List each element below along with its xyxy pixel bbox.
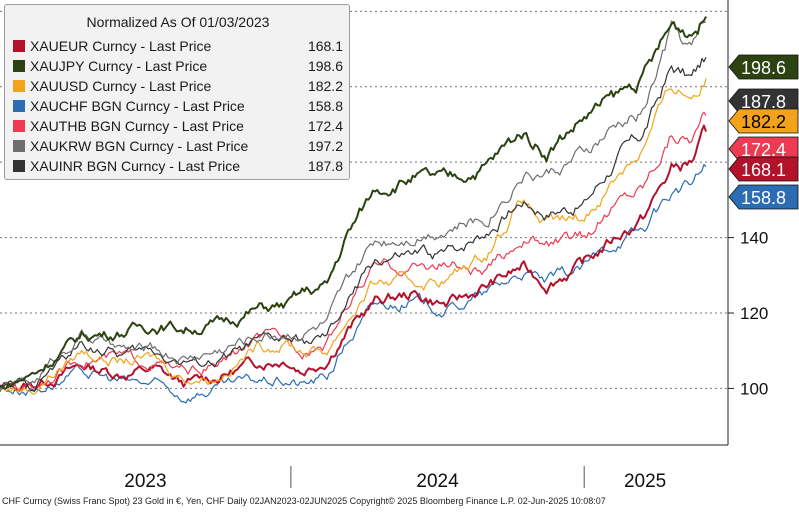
value-tag-182.2: 182.2 bbox=[741, 112, 786, 132]
legend-value-xauinr: 187.8 bbox=[307, 158, 343, 174]
value-tag-bg-168.1 bbox=[728, 156, 799, 182]
legend-value-xaukrw: 197.2 bbox=[307, 138, 343, 154]
value-tag-187.8: 187.8 bbox=[741, 92, 786, 112]
series-line-1 bbox=[0, 16, 707, 390]
series-line-4 bbox=[0, 111, 707, 392]
legend-value-xauthb: 172.4 bbox=[307, 118, 343, 134]
legend-swatch-xaujpy bbox=[13, 60, 25, 72]
legend-label-xaueur: XAUEUR Curncy - Last Price bbox=[30, 38, 212, 54]
legend-item-xauusd: XAUUSD Curncy - Last Price 182.2 bbox=[13, 77, 343, 96]
legend-label-xauthb: XAUTHB BGN Curncy - Last Price bbox=[30, 118, 244, 134]
footer-note: CHF Curncy (Swiss Franc Spot) 23 Gold in… bbox=[2, 496, 606, 506]
legend-swatch-xaueur bbox=[13, 40, 25, 52]
value-tag-168.1: 168.1 bbox=[741, 160, 786, 180]
series-line-5 bbox=[0, 20, 707, 393]
legend-label-xaujpy: XAUJPY Curncy - Last Price bbox=[30, 58, 208, 74]
y-tick-label-120: 120 bbox=[740, 304, 768, 323]
legend-label-xauchf: XAUCHF BGN Curncy - Last Price bbox=[30, 98, 245, 114]
legend-item-xauchf: XAUCHF BGN Curncy - Last Price 158.8 bbox=[13, 97, 343, 116]
legend-item-xauinr: XAUINR BGN Curncy - Last Price 187.8 bbox=[13, 157, 343, 176]
value-tag-bg-198.6 bbox=[728, 54, 799, 80]
legend-label-xaukrw: XAUKRW BGN Curncy - Last Price bbox=[30, 138, 249, 154]
series-line-3 bbox=[0, 164, 707, 404]
x-label-2024: 2024 bbox=[416, 471, 459, 492]
value-tag-bg-158.8 bbox=[728, 184, 799, 210]
y-tick-label-100: 100 bbox=[740, 379, 768, 398]
y-tick-labels: 100 120 140 bbox=[728, 229, 768, 398]
legend-title: Normalized As Of 01/03/2023 bbox=[86, 14, 270, 30]
legend-label-xauusd: XAUUSD Curncy - Last Price bbox=[30, 78, 212, 94]
series-lines bbox=[0, 16, 707, 404]
legend-value-xaujpy: 198.6 bbox=[307, 58, 343, 74]
legend-item-xaueur: XAUEUR Curncy - Last Price 168.1 bbox=[13, 37, 343, 56]
legend-swatch-xauinr bbox=[13, 160, 25, 172]
legend-value-xauchf: 158.8 bbox=[307, 98, 343, 114]
legend-swatch-xauthb bbox=[13, 120, 25, 132]
legend-swatch-xauchf bbox=[13, 100, 25, 112]
legend-swatch-xaukrw bbox=[13, 140, 25, 152]
y-tick-label-140: 140 bbox=[740, 229, 768, 248]
series-line-2 bbox=[0, 78, 707, 395]
legend-value-xaueur: 168.1 bbox=[307, 38, 343, 54]
x-label-2023: 2023 bbox=[124, 471, 166, 492]
legend-swatch-xauusd bbox=[13, 80, 25, 92]
value-tag-198.6: 198.6 bbox=[741, 58, 786, 78]
value-tags: 198.6 187.8 172.4 182.2 168.1 158.8 bbox=[728, 54, 799, 210]
value-tag-bg-182.2 bbox=[728, 108, 799, 134]
x-tick-labels: 2023 2024 2025 bbox=[124, 466, 666, 492]
series-line-0 bbox=[0, 124, 707, 392]
legend-label-xauinr: XAUINR BGN Curncy - Last Price bbox=[30, 158, 241, 174]
value-tag-158.8: 158.8 bbox=[741, 188, 786, 208]
legend-item-xaujpy: XAUJPY Curncy - Last Price 198.6 bbox=[13, 57, 343, 76]
value-tag-172.4: 172.4 bbox=[741, 140, 786, 160]
legend-value-xauusd: 182.2 bbox=[307, 78, 343, 94]
legend-item-xaukrw: XAUKRW BGN Curncy - Last Price 197.2 bbox=[13, 137, 343, 156]
series-line-6 bbox=[0, 57, 707, 392]
x-label-2025: 2025 bbox=[624, 471, 666, 492]
legend: Normalized As Of 01/03/2023 XAUEUR Curnc… bbox=[4, 4, 350, 180]
legend-item-xauthb: XAUTHB BGN Curncy - Last Price 172.4 bbox=[13, 117, 343, 136]
